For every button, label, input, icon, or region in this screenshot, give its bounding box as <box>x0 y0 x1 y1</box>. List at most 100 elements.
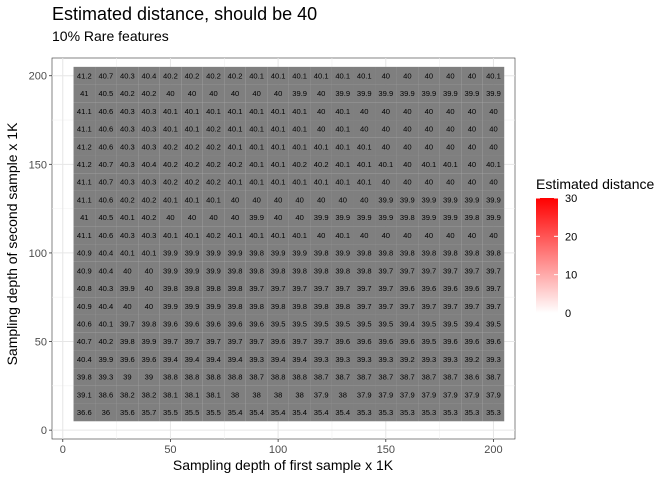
heatmap-cell <box>482 84 505 103</box>
cell-value-label: 39.3 <box>335 355 350 364</box>
cell-value-label: 40.2 <box>98 337 113 346</box>
cell-value-label: 39.9 <box>421 213 436 222</box>
cell-value-label: 35.6 <box>120 408 135 417</box>
cell-value-label: 40.1 <box>314 71 329 80</box>
heatmap-cell <box>482 244 505 262</box>
heatmap-cell <box>461 208 483 227</box>
heatmap-cell <box>181 190 203 209</box>
legend-tick-label: 20 <box>565 231 577 243</box>
cell-value-label: 40.2 <box>185 142 200 151</box>
cell-value-label: 39.5 <box>314 320 329 329</box>
heatmap-cell <box>73 226 96 245</box>
cell-value-label: 40.6 <box>98 142 113 151</box>
heatmap-cell <box>375 208 397 227</box>
heatmap-cell <box>138 190 160 209</box>
cell-value-label: 40.1 <box>292 71 307 80</box>
cell-value-label: 39.6 <box>357 337 372 346</box>
heatmap-cell <box>418 368 440 386</box>
cell-value-label: 40.1 <box>421 160 436 169</box>
heatmap-cell <box>159 84 182 103</box>
cell-value-label: 40.9 <box>77 266 92 275</box>
cell-value-label: 39.4 <box>400 320 415 329</box>
heatmap-cell <box>288 297 311 315</box>
heatmap-cell <box>418 226 440 245</box>
cell-value-label: 39.8 <box>120 337 135 346</box>
heatmap-cell <box>224 137 246 156</box>
heatmap-cell <box>310 403 332 422</box>
heatmap-cell <box>224 332 246 351</box>
cell-value-label: 35.3 <box>400 408 415 417</box>
heatmap-cell <box>95 244 117 262</box>
cell-value-label: 41.2 <box>77 160 92 169</box>
cell-value-label: 39.9 <box>378 213 393 222</box>
heatmap-cell <box>95 297 117 315</box>
heatmap-cell <box>267 350 289 369</box>
heatmap-cell <box>159 403 182 422</box>
cell-value-label: 39.3 <box>314 355 329 364</box>
cell-value-label: 40 <box>403 142 411 151</box>
cell-value-label: 40 <box>468 107 476 116</box>
heatmap-cell <box>224 403 246 422</box>
heatmap-cell <box>73 332 96 351</box>
heatmap-cell <box>288 385 311 404</box>
cell-value-label: 40.3 <box>120 160 135 169</box>
cell-value-label: 39.6 <box>228 320 243 329</box>
heatmap-cell <box>181 385 203 404</box>
heatmap-cell <box>288 332 311 351</box>
heatmap-cell <box>375 137 397 156</box>
cell-value-label: 40.1 <box>163 125 178 134</box>
x-tick-label: 150 <box>377 444 395 456</box>
heatmap-cell <box>73 102 96 121</box>
cell-value-label: 40.1 <box>249 107 264 116</box>
cell-value-label: 38 <box>231 390 239 399</box>
cell-value-label: 39.9 <box>185 249 200 258</box>
cell-value-label: 39.9 <box>486 195 501 204</box>
heatmap-cell <box>396 208 419 227</box>
heatmap-cell <box>418 314 440 333</box>
heatmap-cell <box>310 120 332 138</box>
heatmap-cell <box>418 102 440 121</box>
x-axis-title: Sampling depth of first sample x 1K <box>173 457 394 473</box>
heatmap-cell <box>224 84 246 103</box>
heatmap-cell <box>353 244 376 262</box>
heatmap-cell <box>138 226 160 245</box>
cell-value-label: 40 <box>468 160 476 169</box>
heatmap-cell <box>267 297 289 315</box>
heatmap-cell <box>245 261 268 280</box>
cell-value-label: 40 <box>403 125 411 134</box>
heatmap-cell <box>224 208 246 227</box>
heatmap-cell <box>461 190 483 209</box>
cell-value-label: 40 <box>446 71 454 80</box>
heatmap-cell <box>159 297 182 315</box>
heatmap-cell <box>181 155 203 174</box>
cell-value-label: 40.6 <box>98 107 113 116</box>
heatmap-cell <box>439 66 462 85</box>
heatmap-cell <box>439 102 462 121</box>
heatmap-cell <box>159 190 182 209</box>
heatmap-cell <box>396 102 419 121</box>
cell-value-label: 38.7 <box>400 373 415 382</box>
heatmap-cell <box>482 190 505 209</box>
cell-value-label: 39.6 <box>378 337 393 346</box>
cell-value-label: 40.1 <box>335 107 350 116</box>
heatmap-cell <box>181 137 203 156</box>
cell-value-label: 40 <box>425 125 433 134</box>
cell-value-label: 40.2 <box>185 71 200 80</box>
heatmap-cell <box>95 261 117 280</box>
cell-value-label: 40.1 <box>249 231 264 240</box>
cell-value-label: 40 <box>231 195 239 204</box>
heatmap-cell <box>310 173 332 191</box>
heatmap-cell <box>310 226 332 245</box>
cell-value-label: 41 <box>80 213 88 222</box>
cell-value-label: 40 <box>425 142 433 151</box>
heatmap-cell <box>95 120 117 138</box>
cell-value-label: 39.6 <box>163 320 178 329</box>
cell-value-label: 38.2 <box>142 390 157 399</box>
y-tick-label: 50 <box>35 337 47 349</box>
heatmap-cell <box>267 261 289 280</box>
heatmap-cell <box>245 137 268 156</box>
cell-value-label: 40 <box>317 231 325 240</box>
cell-value-label: 39.7 <box>357 284 372 293</box>
cell-value-label: 40.2 <box>206 178 221 187</box>
heatmap-cell <box>396 226 419 245</box>
